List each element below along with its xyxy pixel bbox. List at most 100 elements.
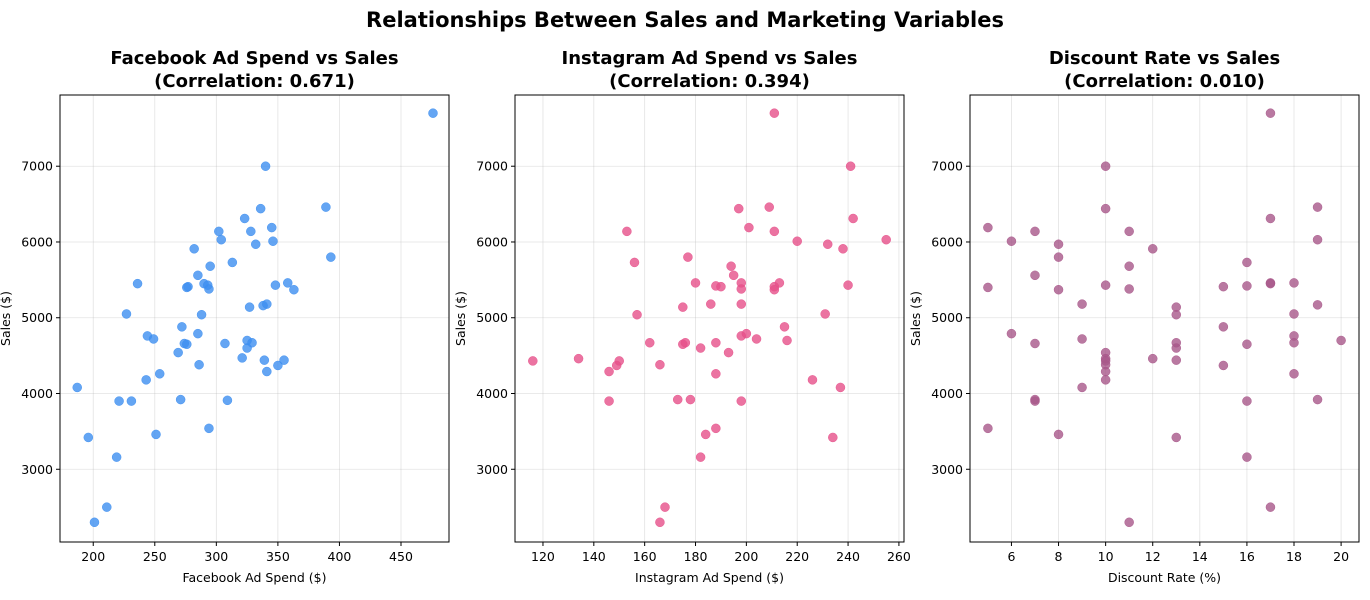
data-point bbox=[655, 517, 665, 528]
y-tick-label: 3000 bbox=[476, 462, 508, 477]
data-point bbox=[183, 281, 193, 292]
data-point bbox=[196, 309, 207, 320]
data-point bbox=[173, 347, 183, 358]
data-point bbox=[193, 328, 203, 339]
data-point bbox=[573, 353, 584, 364]
data-point bbox=[1265, 213, 1276, 224]
data-point bbox=[1265, 502, 1276, 512]
data-point bbox=[250, 239, 261, 250]
data-point bbox=[1265, 108, 1276, 118]
data-point bbox=[270, 280, 281, 290]
y-tick-label: 3000 bbox=[21, 462, 53, 477]
x-tick-label: 260 bbox=[887, 549, 911, 564]
data-point bbox=[262, 366, 272, 377]
data-point bbox=[262, 299, 272, 309]
y-axis-label: Sales ($) bbox=[0, 291, 13, 346]
x-axis-label: Discount Rate (%) bbox=[1108, 570, 1221, 585]
x-tick-label: 350 bbox=[266, 549, 290, 564]
panel-title: Discount Rate vs Sales bbox=[1049, 48, 1280, 69]
data-point bbox=[1100, 161, 1111, 171]
data-point bbox=[733, 203, 744, 214]
figure-title: Relationships Between Sales and Marketin… bbox=[366, 8, 1004, 32]
data-point bbox=[246, 226, 256, 237]
x-tick-label: 200 bbox=[81, 549, 105, 564]
data-point bbox=[268, 236, 278, 246]
data-point bbox=[102, 502, 112, 512]
y-tick-label: 7000 bbox=[476, 159, 508, 174]
data-point bbox=[1336, 335, 1346, 346]
data-point bbox=[121, 309, 132, 319]
data-point bbox=[1312, 394, 1323, 405]
data-point bbox=[282, 278, 293, 288]
data-point bbox=[204, 284, 214, 294]
data-point bbox=[711, 369, 721, 379]
data-point bbox=[629, 257, 640, 268]
y-axis-label: Sales ($) bbox=[908, 291, 923, 346]
data-point bbox=[845, 161, 856, 171]
data-point bbox=[148, 334, 159, 344]
data-point bbox=[1077, 334, 1087, 344]
data-point bbox=[227, 257, 238, 268]
x-tick-label: 140 bbox=[582, 549, 606, 564]
data-point bbox=[326, 252, 336, 262]
scatter-panel-3: Discount Rate vs Sales(Correlation: 0.01… bbox=[908, 48, 1360, 585]
x-tick-label: 240 bbox=[836, 549, 860, 564]
data-point bbox=[1100, 280, 1111, 290]
y-tick-label: 5000 bbox=[21, 310, 53, 325]
data-point bbox=[1053, 284, 1064, 295]
data-point bbox=[828, 432, 838, 443]
data-point bbox=[1124, 284, 1134, 294]
data-point bbox=[622, 226, 632, 237]
y-tick-label: 4000 bbox=[931, 386, 963, 401]
data-point bbox=[126, 396, 137, 406]
data-point bbox=[782, 335, 792, 346]
data-point bbox=[604, 396, 614, 406]
data-point bbox=[983, 423, 993, 434]
data-point bbox=[1242, 281, 1252, 291]
data-point bbox=[428, 108, 438, 118]
data-point bbox=[1289, 337, 1299, 348]
data-point bbox=[177, 322, 187, 332]
data-point bbox=[660, 502, 670, 512]
axes-frame bbox=[969, 94, 1360, 543]
y-tick-label: 4000 bbox=[476, 386, 508, 401]
data-point bbox=[736, 396, 747, 406]
data-point bbox=[751, 334, 762, 344]
x-tick-label: 16 bbox=[1239, 549, 1255, 564]
x-tick-label: 220 bbox=[785, 549, 809, 564]
y-tick-label: 4000 bbox=[21, 386, 53, 401]
data-point bbox=[1171, 355, 1182, 365]
scatter-panel-2: Instagram Ad Spend vs Sales(Correlation:… bbox=[453, 48, 911, 585]
data-point bbox=[822, 239, 833, 250]
data-point bbox=[680, 337, 691, 348]
data-point bbox=[1100, 366, 1111, 377]
data-point bbox=[1312, 234, 1323, 245]
y-tick-label: 3000 bbox=[931, 462, 963, 477]
data-point bbox=[632, 309, 642, 320]
data-point bbox=[835, 382, 846, 393]
data-point bbox=[260, 161, 271, 171]
data-point bbox=[83, 432, 94, 443]
data-point bbox=[774, 278, 785, 288]
data-point bbox=[1171, 432, 1182, 443]
y-axis-label: Sales ($) bbox=[453, 291, 468, 346]
data-point bbox=[247, 337, 257, 348]
data-point bbox=[1124, 517, 1134, 528]
data-point bbox=[685, 394, 696, 405]
data-point bbox=[1242, 339, 1252, 350]
data-point bbox=[1147, 244, 1158, 254]
y-tick-label: 7000 bbox=[931, 159, 963, 174]
data-point bbox=[614, 356, 624, 366]
data-point bbox=[273, 360, 283, 371]
data-point bbox=[672, 394, 683, 405]
x-tick-label: 6 bbox=[1007, 549, 1015, 564]
data-point bbox=[1100, 203, 1111, 214]
data-point bbox=[838, 244, 848, 254]
data-point bbox=[72, 382, 82, 393]
data-point bbox=[266, 222, 277, 233]
data-point bbox=[769, 226, 780, 237]
data-point bbox=[1218, 360, 1229, 371]
data-point bbox=[279, 355, 289, 365]
data-point bbox=[678, 302, 688, 312]
data-point bbox=[695, 452, 706, 462]
